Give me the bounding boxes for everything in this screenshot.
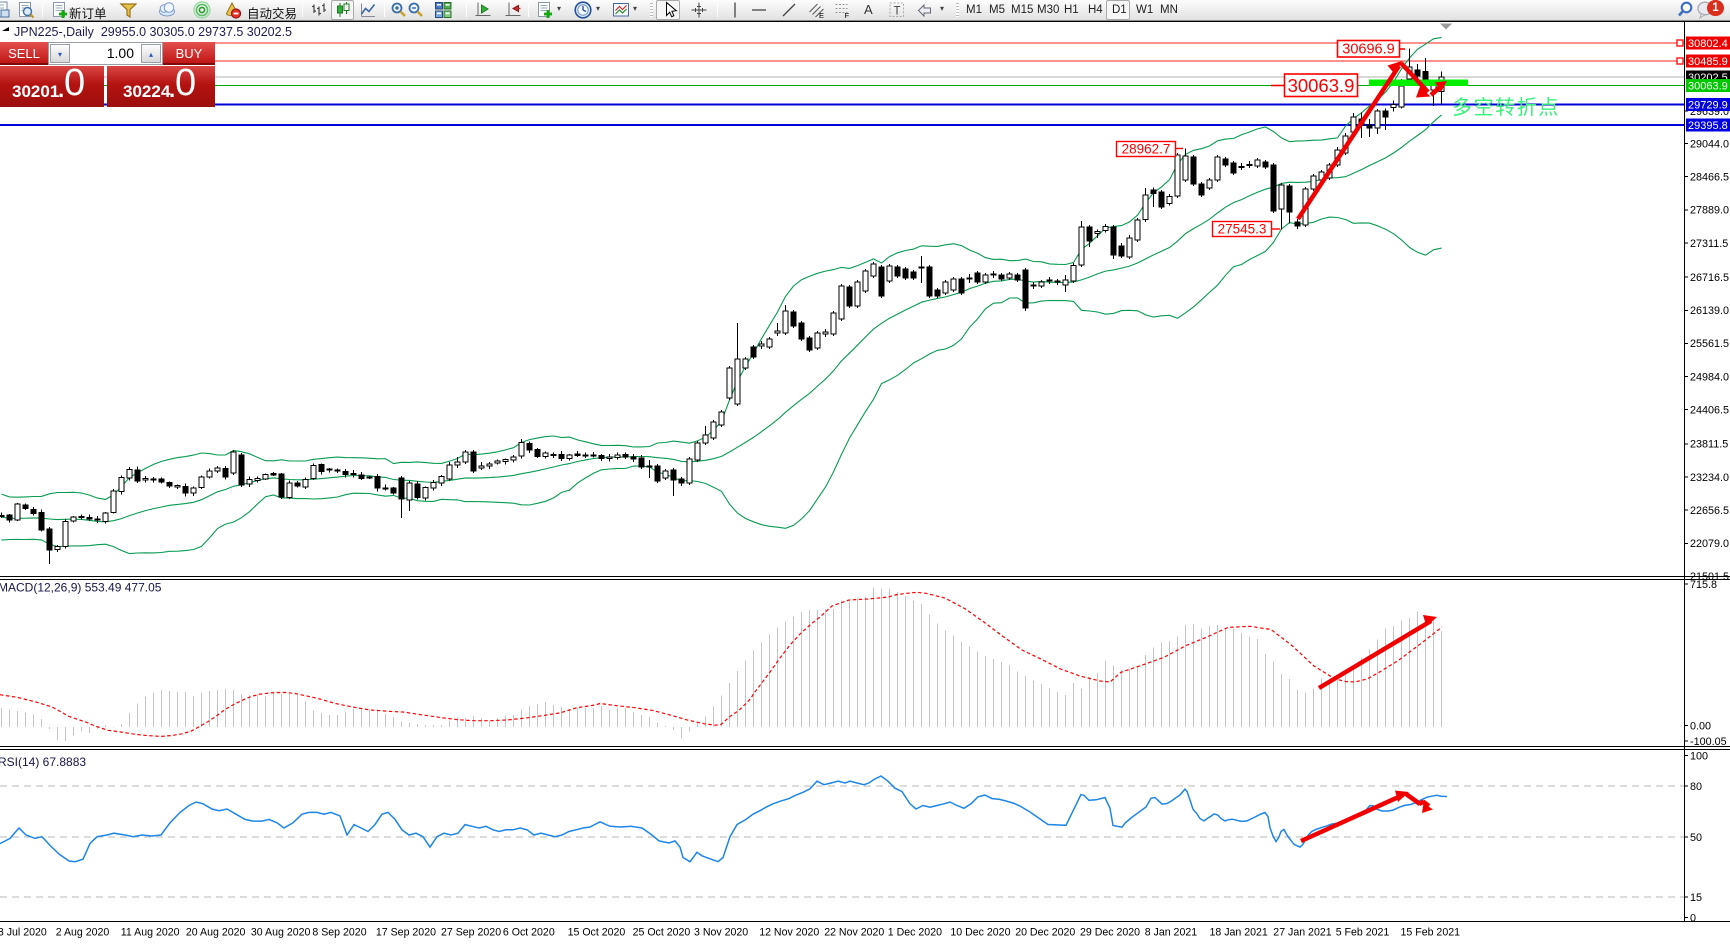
- svg-text:28466.5: 28466.5: [1690, 172, 1729, 184]
- svg-text:30063.9: 30063.9: [1288, 75, 1355, 96]
- svg-text:28962.7: 28962.7: [1122, 142, 1171, 157]
- svg-text:1 Dec 2020: 1 Dec 2020: [888, 927, 942, 939]
- svg-text:29395.8: 29395.8: [1688, 120, 1728, 132]
- svg-text:15: 15: [1690, 892, 1702, 904]
- svg-text:30802.4: 30802.4: [1688, 38, 1728, 50]
- svg-text:80: 80: [1690, 781, 1702, 793]
- svg-text:24984.0: 24984.0: [1690, 371, 1729, 383]
- svg-text:0.00: 0.00: [1690, 720, 1711, 732]
- svg-text:10 Dec 2020: 10 Dec 2020: [950, 927, 1010, 939]
- svg-text:715.8: 715.8: [1690, 579, 1717, 591]
- svg-text:25 Oct 2020: 25 Oct 2020: [633, 927, 691, 939]
- svg-text:12 Nov 2020: 12 Nov 2020: [759, 927, 819, 939]
- svg-text:8 Jan 2021: 8 Jan 2021: [1145, 927, 1198, 939]
- svg-text:11 Aug 2020: 11 Aug 2020: [121, 927, 180, 939]
- svg-text:0: 0: [1690, 912, 1696, 924]
- svg-text:23 Jul 2020: 23 Jul 2020: [0, 927, 47, 939]
- svg-text:26716.5: 26716.5: [1690, 272, 1729, 284]
- svg-text:-100.05: -100.05: [1690, 736, 1727, 748]
- svg-text:27311.5: 27311.5: [1690, 238, 1728, 250]
- svg-text:100: 100: [1690, 750, 1708, 762]
- svg-text:22079.0: 22079.0: [1690, 538, 1729, 550]
- svg-text:27545.3: 27545.3: [1218, 222, 1267, 237]
- svg-text:JPN225-,Daily 29955.0 30305.0: JPN225-,Daily 29955.0 30305.0 29737.5 30…: [14, 25, 292, 39]
- svg-text:20 Dec 2020: 20 Dec 2020: [1015, 927, 1075, 939]
- svg-text:29 Dec 2020: 29 Dec 2020: [1080, 927, 1140, 939]
- svg-text:23811.5: 23811.5: [1690, 439, 1728, 451]
- svg-text:17 Sep 2020: 17 Sep 2020: [376, 927, 436, 939]
- svg-text:27 Jan 2021: 27 Jan 2021: [1273, 927, 1331, 939]
- svg-text:E: E: [819, 11, 824, 19]
- svg-text:50: 50: [1690, 832, 1702, 844]
- svg-text:22 Nov 2020: 22 Nov 2020: [824, 927, 884, 939]
- svg-text:27 Sep 2020: 27 Sep 2020: [441, 927, 501, 939]
- svg-text:T: T: [894, 6, 901, 18]
- svg-text:8 Sep 2020: 8 Sep 2020: [312, 927, 366, 939]
- svg-text:3 Nov 2020: 3 Nov 2020: [694, 927, 748, 939]
- svg-text:MACD(12,26,9) 553.49 477.05: MACD(12,26,9) 553.49 477.05: [0, 581, 162, 595]
- svg-text:15 Oct 2020: 15 Oct 2020: [568, 927, 626, 939]
- svg-text:18 Jan 2021: 18 Jan 2021: [1210, 927, 1268, 939]
- svg-text:F: F: [845, 11, 850, 19]
- svg-text:多空转折点: 多空转折点: [1452, 96, 1560, 119]
- svg-text:30 Aug 2020: 30 Aug 2020: [251, 927, 311, 939]
- svg-text:22656.5: 22656.5: [1690, 505, 1729, 517]
- svg-text:6 Oct 2020: 6 Oct 2020: [503, 927, 555, 939]
- svg-text:20 Aug 2020: 20 Aug 2020: [186, 927, 246, 939]
- svg-text:21501.5: 21501.5: [1690, 571, 1729, 583]
- svg-text:23234.0: 23234.0: [1690, 472, 1729, 484]
- svg-text:30485.9: 30485.9: [1688, 56, 1728, 68]
- svg-text:30696.9: 30696.9: [1342, 42, 1394, 58]
- svg-text:15 Feb 2021: 15 Feb 2021: [1401, 927, 1461, 939]
- svg-text:29044.0: 29044.0: [1690, 138, 1729, 150]
- svg-text:5 Feb 2021: 5 Feb 2021: [1336, 927, 1390, 939]
- svg-text:27889.0: 27889.0: [1690, 205, 1729, 217]
- svg-text:24406.5: 24406.5: [1690, 405, 1729, 417]
- svg-text:RSI(14) 67.8883: RSI(14) 67.8883: [0, 755, 86, 769]
- svg-text:30063.9: 30063.9: [1688, 81, 1728, 93]
- svg-text:26139.0: 26139.0: [1690, 305, 1729, 317]
- svg-text:25561.5: 25561.5: [1690, 338, 1729, 350]
- svg-text:2 Aug 2020: 2 Aug 2020: [56, 927, 110, 939]
- svg-text:29729.9: 29729.9: [1688, 100, 1728, 112]
